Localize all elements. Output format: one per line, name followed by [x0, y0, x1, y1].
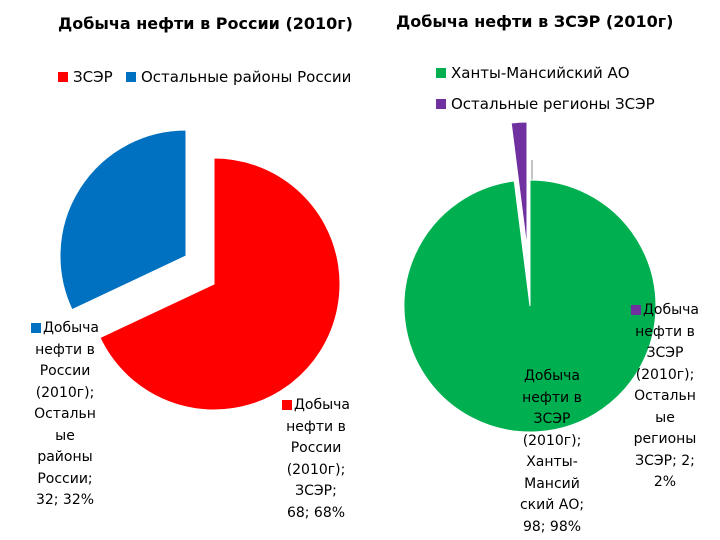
data-label-text-other-zser: Остальн [634, 388, 696, 404]
legend-item-zser: ЗСЭР [58, 68, 113, 86]
data-label-line-other-zser: Добыча [620, 300, 710, 322]
legend-item-other-zser: Остальные регионы ЗСЭР [436, 95, 655, 113]
data-label-line-zser: 68; 68% [270, 503, 362, 525]
data-label-text-other-zser: нефти в [635, 323, 695, 340]
data-label-text-other-russia: районы [37, 449, 93, 465]
data-label-line-khmao: ЗСЭР [512, 409, 592, 431]
data-label-text-zser: (2010г); [286, 461, 346, 478]
legend-label-zser: ЗСЭР [73, 68, 113, 86]
chart-title-left: Добыча нефти в России (2010г) [58, 14, 353, 33]
data-label-text-other-russia: Добыча [42, 320, 100, 336]
data-label-line-other-russia: Остальн [20, 404, 110, 426]
data-label-text-khmao: нефти в [522, 389, 582, 406]
data-label-text-zser: Добыча [293, 397, 351, 413]
data-label-text-other-russia: России; [37, 470, 93, 487]
data-label-swatch-other-zser [630, 305, 641, 315]
data-label-line-other-zser: Остальн [620, 386, 710, 408]
legend-item-khmao: Ханты-Мансийский АО [436, 64, 630, 82]
legend-item-other-russia: Остальные районы России [126, 68, 351, 86]
data-label-text-zser: 68; 68% [286, 504, 346, 521]
legend-label-other-russia: Остальные районы России [141, 68, 352, 86]
data-label-swatch-other-russia [30, 323, 41, 333]
pie-slice-other-zser [510, 121, 528, 249]
data-label-text-zser: ЗСЭР; [295, 483, 337, 499]
legend-swatch-khmao [436, 68, 446, 78]
data-label-text-khmao: Мансий [524, 475, 580, 492]
data-label-text-khmao: ский АО; [519, 497, 585, 513]
data-label-line-other-zser: (2010г); [620, 365, 710, 387]
data-label-line-other-russia: Добыча [20, 318, 110, 340]
data-label-line-other-zser: ые [620, 408, 710, 430]
data-label-line-other-zser: ЗСЭР; 2; [620, 451, 710, 473]
data-label-zser: Добыча нефти в России (2010г); ЗСЭР; 68; 68% [270, 395, 362, 524]
legend-label-khmao: Ханты-Мансийский АО [451, 64, 630, 82]
data-label-line-other-russia: (2010г); [20, 383, 110, 405]
legend-swatch-zser [58, 72, 68, 82]
pie-slice-other-russia [59, 129, 187, 311]
data-label-line-other-zser: регионы [620, 429, 710, 451]
data-label-text-khmao: (2010г); [522, 432, 582, 449]
data-label-text-other-zser: (2010г); [635, 366, 695, 383]
data-label-line-other-russia: ые [20, 426, 110, 448]
data-label-line-khmao: (2010г); [512, 431, 592, 453]
data-label-line-other-zser: нефти в [620, 322, 710, 344]
pie-slice-zser [99, 157, 341, 411]
data-label-line-khmao: Мансий [512, 474, 592, 496]
legend-label-other-zser: Остальные регионы ЗСЭР [451, 95, 655, 113]
data-label-text-other-zser: Добыча [642, 302, 700, 318]
data-label-text-other-russia: 32; 32% [35, 492, 95, 508]
data-label-swatch-zser [281, 400, 292, 410]
chart-title-right: Добыча нефти в ЗСЭР (2010г) [396, 12, 674, 31]
data-label-text-other-russia: (2010г); [35, 384, 95, 401]
data-label-line-khmao: Добыча [512, 366, 592, 388]
data-label-line-khmao: нефти в [512, 388, 592, 410]
data-label-other-russia: Добыча нефти в России (2010г); Остальн ые райо… [20, 318, 110, 512]
data-label-text-khmao: Ханты- [526, 454, 578, 470]
data-label-line-zser: нефти в [270, 417, 362, 439]
data-label-text-other-zser: 2% [653, 474, 677, 490]
data-label-text-zser: нефти в [286, 418, 346, 435]
data-label-line-zser: Добыча [270, 395, 362, 417]
data-label-line-zser: (2010г); [270, 460, 362, 482]
pie-slice-khmao [403, 179, 657, 433]
data-label-line-zser: ЗСЭР; [270, 481, 362, 503]
data-label-text-khmao: Добыча [523, 368, 581, 384]
data-label-text-khmao: ЗСЭР [533, 411, 571, 427]
data-label-line-other-zser: ЗСЭР [620, 343, 710, 365]
data-label-khmao: Добыча нефти в ЗСЭР (2010г); Ханты- Мансий ски… [512, 366, 592, 538]
data-label-text-other-russia: ые [55, 427, 75, 444]
data-label-line-zser: России [270, 438, 362, 460]
data-label-line-khmao: Ханты- [512, 452, 592, 474]
data-label-text-other-zser: ЗСЭР; 2; [635, 452, 695, 469]
data-label-line-other-zser: 2% [620, 472, 710, 494]
data-label-line-khmao: ский АО; [512, 495, 592, 517]
legend-swatch-other-russia [126, 72, 136, 82]
data-label-text-other-russia: России [39, 363, 91, 379]
data-label-line-other-russia: 32; 32% [20, 490, 110, 512]
data-label-line-other-russia: нефти в [20, 340, 110, 362]
data-label-line-other-russia: России; [20, 469, 110, 491]
data-label-text-other-zser: регионы [633, 431, 697, 447]
data-label-text-other-zser: ЗСЭР [646, 345, 684, 361]
data-label-text-khmao: 98; 98% [522, 518, 582, 535]
data-label-line-other-russia: России [20, 361, 110, 383]
data-label-text-zser: России [290, 440, 342, 456]
data-label-text-other-zser: ые [655, 409, 675, 426]
data-label-other-zser: Добыча нефти в ЗСЭР (2010г); Остальн ые регион… [620, 300, 710, 494]
data-label-line-khmao: 98; 98% [512, 517, 592, 539]
legend-swatch-other-zser [436, 99, 446, 109]
data-label-text-other-russia: Остальн [34, 406, 96, 422]
data-label-text-other-russia: нефти в [35, 341, 95, 358]
data-label-line-other-russia: районы [20, 447, 110, 469]
